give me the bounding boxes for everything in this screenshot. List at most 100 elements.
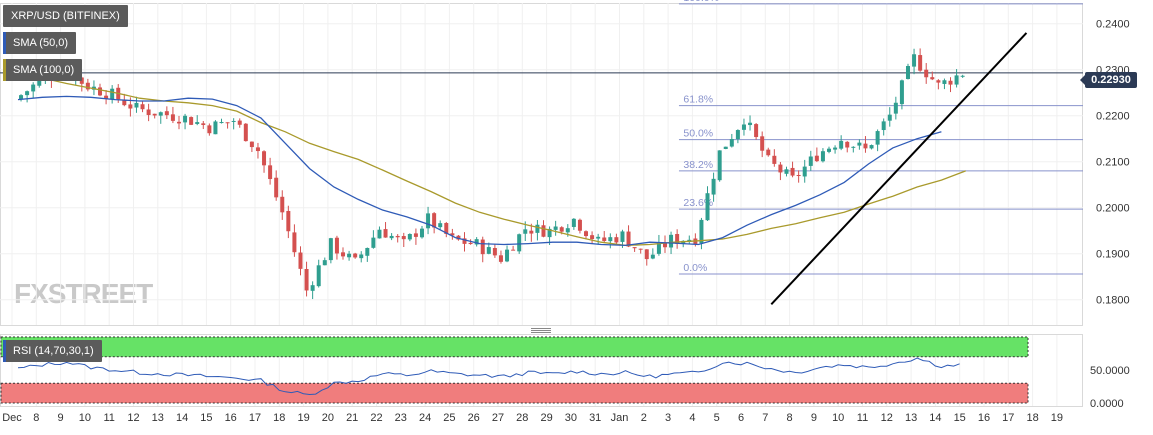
candle-body (735, 130, 740, 140)
candle-body (183, 115, 188, 123)
candle-body (602, 237, 607, 241)
candle-body (316, 265, 321, 287)
candle-body (498, 255, 503, 262)
candle-body (948, 80, 953, 85)
candle-body (401, 236, 406, 240)
candle-body (456, 235, 461, 240)
candle-body (590, 235, 595, 240)
candle-body (954, 75, 959, 85)
candle-body (365, 247, 370, 256)
y-tick-label: 0.2000 (1096, 203, 1130, 215)
candle-body (213, 121, 218, 135)
candle-body (772, 155, 777, 164)
x-tick-label: 13 (905, 412, 917, 424)
candle-body (104, 95, 109, 99)
rsi-line (17, 357, 960, 396)
x-tick-label: 16 (978, 412, 990, 424)
candle-body (650, 254, 655, 259)
x-tick-label: 7 (762, 412, 768, 424)
legend-rsi[interactable]: RSI (14,70,30,1) (3, 340, 102, 362)
candle-body (887, 114, 892, 121)
candle-body (796, 175, 801, 177)
candle-body (486, 247, 491, 254)
candle-body (778, 164, 783, 173)
candle-body (286, 210, 291, 232)
candle-body (608, 237, 613, 242)
candle-body (820, 151, 825, 162)
candle-body (468, 242, 473, 245)
candle-body (863, 143, 868, 149)
rsi-overbought-zone (0, 336, 1029, 358)
candle-body (614, 237, 619, 243)
x-tick-label: 3 (665, 412, 671, 424)
x-tick-label: 10 (832, 412, 844, 424)
candle-body (814, 155, 819, 162)
x-tick-label: 13 (152, 412, 164, 424)
candle-body (924, 69, 929, 78)
candle-body (893, 102, 898, 114)
candle-body (170, 114, 175, 121)
x-tick-label: 8 (787, 412, 793, 424)
candle-body (389, 235, 394, 239)
x-tick-label: 9 (58, 412, 64, 424)
candle-body (25, 91, 30, 96)
candle-body (292, 232, 297, 253)
legend-symbol[interactable]: XRP/USD (BITFINEX) (3, 5, 128, 27)
candle-body (304, 269, 309, 291)
candle-body (881, 121, 886, 131)
candle-body (110, 88, 115, 100)
candle-body (438, 223, 443, 228)
candle-body (930, 77, 935, 80)
x-tick-label: 12 (127, 412, 139, 424)
candle-body (571, 218, 576, 227)
x-tick-label: 15 (954, 412, 966, 424)
x-tick-label: 28 (516, 412, 528, 424)
candle-body (432, 213, 437, 228)
fxstreet-watermark: FXSTREET (14, 278, 153, 309)
sma50-line (17, 95, 942, 247)
x-tick-label: 2 (641, 412, 647, 424)
candle-body (98, 87, 103, 96)
candle-body (845, 141, 850, 148)
candle-body (644, 249, 649, 260)
x-tick-label: 14 (929, 412, 941, 424)
candle-body (584, 231, 589, 237)
fib-label: 0.0% (683, 262, 707, 274)
x-tick-label: 25 (443, 412, 455, 424)
candle-body (37, 79, 42, 86)
candle-body (748, 122, 753, 126)
x-tick-label: 17 (1002, 412, 1014, 424)
candle-body (517, 234, 522, 252)
candle-body (553, 226, 558, 230)
candle-body (237, 120, 242, 125)
rsi-y-tick-label: 0.0000 (1090, 398, 1124, 410)
candle-body (243, 123, 248, 142)
x-tick-label: 18 (273, 412, 285, 424)
candle-body (255, 147, 260, 152)
x-tick-label: 22 (370, 412, 382, 424)
candle-body (942, 80, 947, 84)
panel-resize-handle[interactable] (531, 327, 551, 333)
x-tick-label: 19 (1051, 412, 1063, 424)
legend-sma50[interactable]: SMA (50,0) (3, 32, 77, 54)
candle-body (31, 84, 36, 92)
candle-body (413, 233, 418, 237)
candle-body (899, 80, 904, 105)
candle-body (419, 228, 424, 238)
candle-body (128, 104, 133, 109)
candle-body (231, 120, 236, 122)
candle-body (912, 54, 917, 67)
candle-body (334, 237, 339, 254)
candle-body (656, 242, 661, 254)
candle-body (766, 149, 771, 156)
candle-body (383, 229, 388, 238)
candle-body (134, 102, 139, 108)
candle-body (201, 123, 206, 125)
candle-body (274, 177, 279, 198)
candle-body (195, 122, 200, 124)
x-tick-label: 8 (33, 412, 39, 424)
legend-sma100[interactable]: SMA (100,0) (3, 59, 83, 81)
candle-body (675, 234, 680, 244)
fib-label: 38.2% (683, 159, 713, 171)
